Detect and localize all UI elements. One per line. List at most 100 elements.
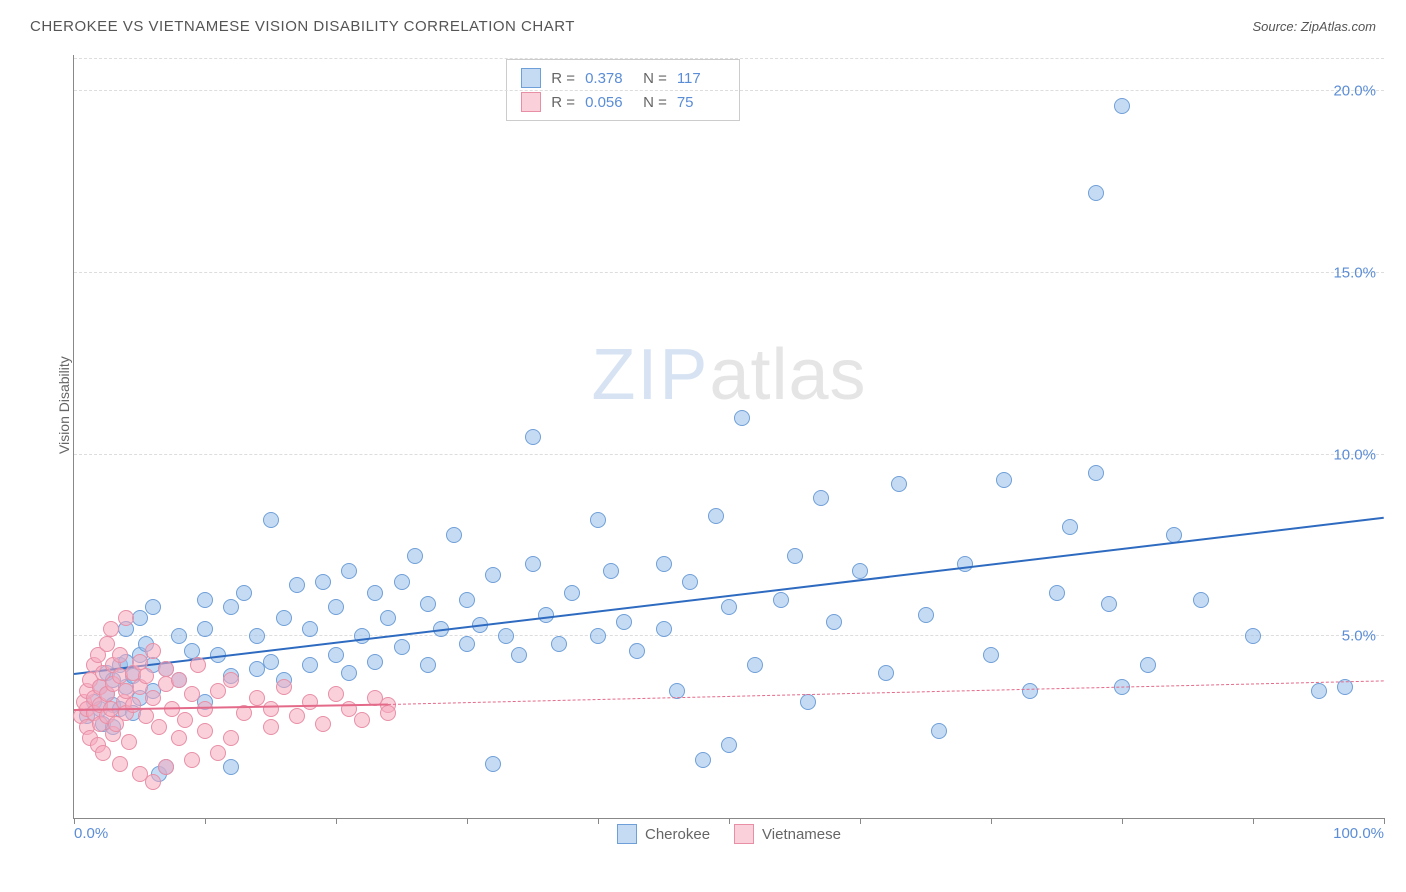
- plot-region: ZIPatlas R =0.378N =117R =0.056N =75 0.0…: [73, 55, 1384, 819]
- data-point: [1022, 683, 1038, 699]
- legend-series: CherokeeVietnamese: [617, 824, 841, 844]
- legend-swatch: [521, 68, 541, 88]
- data-point: [302, 621, 318, 637]
- legend-r-label: R =: [551, 94, 575, 111]
- data-point: [197, 723, 213, 739]
- legend-swatch: [734, 824, 754, 844]
- data-point: [328, 686, 344, 702]
- legend-swatch: [521, 92, 541, 112]
- gridline: [74, 58, 1384, 59]
- data-point: [1049, 585, 1065, 601]
- data-point: [177, 712, 193, 728]
- data-point: [103, 621, 119, 637]
- legend-n-label: N =: [643, 70, 667, 87]
- data-point: [263, 512, 279, 528]
- trend-line: [388, 680, 1384, 705]
- data-point: [394, 639, 410, 655]
- y-tick-label: 20.0%: [1333, 83, 1376, 100]
- data-point: [734, 410, 750, 426]
- x-tick: [1384, 818, 1385, 824]
- data-point: [276, 610, 292, 626]
- data-point: [878, 665, 894, 681]
- data-point: [223, 759, 239, 775]
- data-point: [138, 668, 154, 684]
- data-point: [210, 683, 226, 699]
- data-point: [354, 712, 370, 728]
- data-point: [289, 577, 305, 593]
- data-point: [564, 585, 580, 601]
- data-point: [498, 628, 514, 644]
- data-point: [1088, 185, 1104, 201]
- legend-swatch: [617, 824, 637, 844]
- data-point: [983, 647, 999, 663]
- data-point: [603, 563, 619, 579]
- data-point: [394, 574, 410, 590]
- data-point: [289, 708, 305, 724]
- data-point: [682, 574, 698, 590]
- x-tick: [1122, 818, 1123, 824]
- data-point: [328, 647, 344, 663]
- x-axis-max-label: 100.0%: [1333, 825, 1384, 842]
- gridline: [74, 90, 1384, 91]
- x-tick: [729, 818, 730, 824]
- data-point: [263, 701, 279, 717]
- legend-r-value: 0.056: [585, 94, 633, 111]
- data-point: [315, 574, 331, 590]
- data-point: [223, 672, 239, 688]
- data-point: [302, 657, 318, 673]
- legend-r-value: 0.378: [585, 70, 633, 87]
- legend-series-label: Cherokee: [645, 826, 710, 843]
- data-point: [1193, 592, 1209, 608]
- data-point: [236, 585, 252, 601]
- data-point: [931, 723, 947, 739]
- data-point: [197, 621, 213, 637]
- x-tick: [74, 818, 75, 824]
- data-point: [380, 705, 396, 721]
- data-point: [656, 621, 672, 637]
- data-point: [747, 657, 763, 673]
- data-point: [656, 556, 672, 572]
- data-point: [695, 752, 711, 768]
- data-point: [184, 752, 200, 768]
- data-point: [354, 628, 370, 644]
- data-point: [525, 429, 541, 445]
- data-point: [525, 556, 541, 572]
- data-point: [367, 654, 383, 670]
- x-axis-min-label: 0.0%: [74, 825, 108, 842]
- data-point: [197, 701, 213, 717]
- data-point: [511, 647, 527, 663]
- data-point: [367, 585, 383, 601]
- x-tick: [205, 818, 206, 824]
- y-tick-label: 10.0%: [1333, 446, 1376, 463]
- data-point: [223, 730, 239, 746]
- data-point: [485, 756, 501, 772]
- data-point: [459, 592, 475, 608]
- data-point: [629, 643, 645, 659]
- data-point: [852, 563, 868, 579]
- legend-r-label: R =: [551, 70, 575, 87]
- data-point: [1062, 519, 1078, 535]
- data-point: [800, 694, 816, 710]
- data-point: [590, 628, 606, 644]
- data-point: [95, 745, 111, 761]
- x-tick: [860, 818, 861, 824]
- gridline: [74, 635, 1384, 636]
- legend-n-label: N =: [643, 94, 667, 111]
- data-point: [328, 599, 344, 615]
- chart-source: Source: ZipAtlas.com: [1252, 19, 1376, 34]
- x-tick: [1253, 818, 1254, 824]
- data-point: [721, 599, 737, 615]
- chart-area: Vision Disability ZIPatlas R =0.378N =11…: [55, 55, 1384, 837]
- y-tick-label: 15.0%: [1333, 265, 1376, 282]
- watermark: ZIPatlas: [591, 334, 866, 416]
- data-point: [145, 690, 161, 706]
- data-point: [263, 719, 279, 735]
- x-tick: [991, 818, 992, 824]
- x-tick: [336, 818, 337, 824]
- legend-n-value: 75: [677, 94, 725, 111]
- trend-line: [74, 516, 1384, 674]
- data-point: [1101, 596, 1117, 612]
- data-point: [197, 592, 213, 608]
- data-point: [721, 737, 737, 753]
- data-point: [210, 745, 226, 761]
